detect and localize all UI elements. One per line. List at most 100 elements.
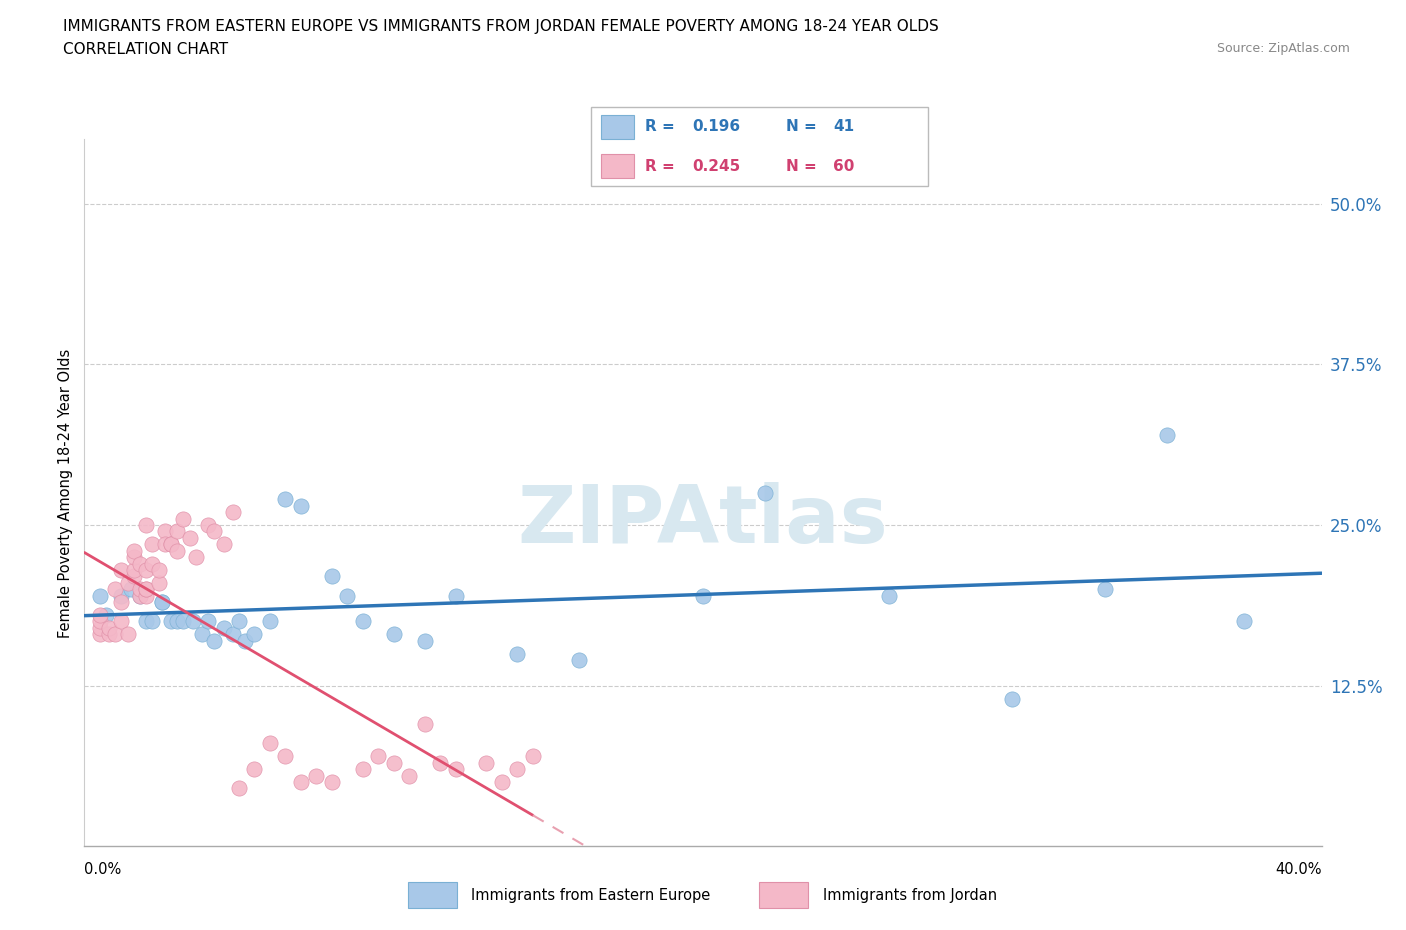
Point <box>274 749 297 764</box>
Point <box>148 563 170 578</box>
Point <box>367 749 389 764</box>
Point <box>1094 582 1116 597</box>
Point <box>352 762 374 777</box>
Text: Source: ZipAtlas.com: Source: ZipAtlas.com <box>1216 42 1350 55</box>
Text: 60: 60 <box>834 159 855 174</box>
Point <box>179 530 201 545</box>
Point <box>160 614 183 629</box>
Point <box>172 614 194 629</box>
Point <box>243 762 266 777</box>
Point <box>129 589 152 604</box>
Point <box>191 627 214 642</box>
Point <box>148 576 170 591</box>
Text: 0.0%: 0.0% <box>84 862 121 877</box>
Point <box>150 594 173 609</box>
FancyBboxPatch shape <box>600 115 634 139</box>
Point <box>150 594 173 609</box>
Text: 0.196: 0.196 <box>692 119 740 134</box>
Point <box>135 518 157 533</box>
Point <box>197 518 219 533</box>
Point <box>382 627 405 642</box>
Point <box>475 755 498 770</box>
Point <box>321 569 343 584</box>
Point <box>444 762 467 777</box>
Point <box>110 614 132 629</box>
FancyBboxPatch shape <box>600 154 634 179</box>
Point <box>222 505 245 520</box>
Text: R =: R = <box>644 159 675 174</box>
Point <box>754 485 776 500</box>
Point <box>202 524 225 538</box>
Point <box>94 607 117 622</box>
Text: 41: 41 <box>834 119 855 134</box>
Point <box>413 717 436 732</box>
Point <box>89 627 111 642</box>
Point <box>104 627 127 642</box>
Point <box>259 614 281 629</box>
Point <box>228 614 250 629</box>
Point <box>336 589 359 604</box>
Point <box>122 543 145 558</box>
Point <box>135 589 157 604</box>
Point <box>122 550 145 565</box>
Point <box>259 736 281 751</box>
Point <box>141 614 163 629</box>
Point <box>120 582 142 597</box>
Point <box>122 569 145 584</box>
Point <box>129 582 152 597</box>
Point <box>197 614 219 629</box>
Point <box>110 594 132 609</box>
Point <box>135 614 157 629</box>
Point <box>122 563 145 578</box>
Text: IMMIGRANTS FROM EASTERN EUROPE VS IMMIGRANTS FROM JORDAN FEMALE POVERTY AMONG 18: IMMIGRANTS FROM EASTERN EUROPE VS IMMIGR… <box>63 19 939 33</box>
Text: Immigrants from Jordan: Immigrants from Jordan <box>823 887 997 903</box>
Text: N =: N = <box>786 159 817 174</box>
Point <box>141 537 163 551</box>
Point <box>166 543 188 558</box>
Point <box>135 582 157 597</box>
Point <box>89 620 111 635</box>
Point <box>352 614 374 629</box>
FancyBboxPatch shape <box>759 883 808 908</box>
Point <box>413 633 436 648</box>
Point <box>228 781 250 796</box>
Point <box>135 582 157 597</box>
FancyBboxPatch shape <box>591 107 928 186</box>
Point <box>141 556 163 571</box>
Point <box>321 775 343 790</box>
Point <box>181 614 204 629</box>
Text: ZIPAtlas: ZIPAtlas <box>517 482 889 560</box>
Point <box>233 633 256 648</box>
Point <box>305 768 328 783</box>
Point <box>274 492 297 507</box>
Point <box>202 633 225 648</box>
Point <box>153 537 176 551</box>
Y-axis label: Female Poverty Among 18-24 Year Olds: Female Poverty Among 18-24 Year Olds <box>58 348 73 638</box>
Point <box>568 653 591 668</box>
Point <box>166 614 188 629</box>
Text: CORRELATION CHART: CORRELATION CHART <box>63 42 228 57</box>
Point <box>153 524 176 538</box>
Point <box>522 749 544 764</box>
Point <box>89 607 111 622</box>
Point <box>506 762 529 777</box>
Text: 0.245: 0.245 <box>692 159 740 174</box>
Text: R =: R = <box>644 119 675 134</box>
Point <box>110 589 132 604</box>
Point <box>444 589 467 604</box>
Point <box>160 537 183 551</box>
Point <box>382 755 405 770</box>
Point <box>429 755 451 770</box>
Point <box>506 646 529 661</box>
Point <box>1001 691 1024 706</box>
Point <box>290 498 312 513</box>
Point <box>222 627 245 642</box>
Point <box>98 627 121 642</box>
Point <box>243 627 266 642</box>
Text: 40.0%: 40.0% <box>1275 862 1322 877</box>
Point <box>104 582 127 597</box>
Point <box>184 550 207 565</box>
Point <box>98 620 121 635</box>
Point <box>1233 614 1256 629</box>
Point <box>129 556 152 571</box>
